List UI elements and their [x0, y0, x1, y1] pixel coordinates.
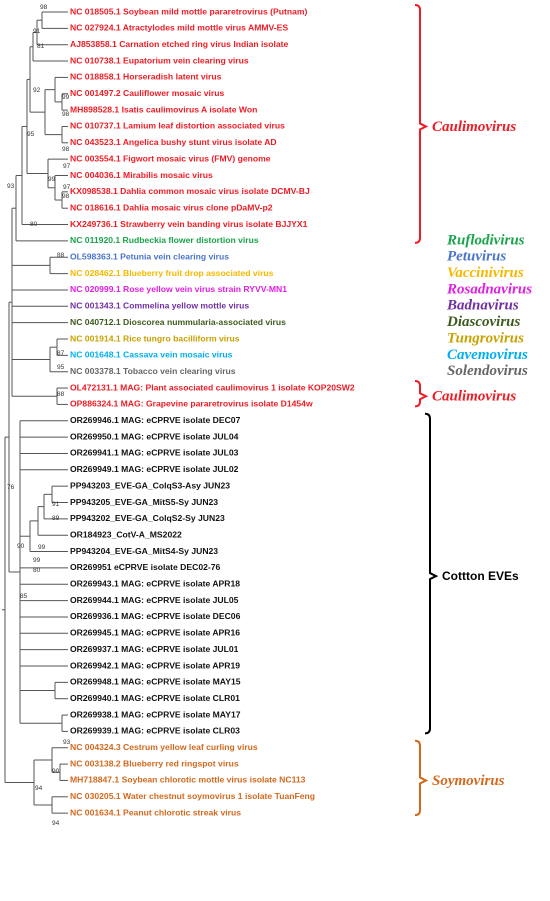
clade-label: Cavemovirus: [447, 347, 528, 363]
leaf-label: OR269936.1 MAG: eCPRVE isolate DEC06: [70, 611, 241, 621]
bootstrap-value: 97: [63, 163, 71, 170]
bootstrap-value: 97: [63, 184, 71, 191]
bootstrap-value: 98: [62, 193, 70, 200]
leaf-label: NC 018505.1 Soybean mild mottle pararetr…: [70, 6, 307, 16]
leaf-label: OP886324.1 MAG: Grapevine pararetrovirus…: [70, 399, 313, 409]
leaf-label: NC 018616.1 Dahlia mosaic virus clone pD…: [70, 202, 273, 212]
bootstrap-value: 90: [17, 543, 25, 550]
bootstrap-value: 95: [57, 364, 65, 371]
clade-label: Soymovirus: [432, 773, 505, 789]
bootstrap-value: 76: [7, 484, 15, 491]
bootstrap-value: 98: [62, 111, 70, 118]
leaf-label: MH898528.1 Isatis caulimovirus A isolate…: [70, 104, 257, 114]
leaf-label: OR269944.1 MAG: eCPRVE isolate JUL05: [70, 595, 239, 605]
bootstrap-value: 95: [27, 131, 35, 138]
leaf-label: NC 010737.1 Lamium leaf distortion assoc…: [70, 121, 285, 131]
leaf-label: NC 030205.1 Water chestnut soymovirus 1 …: [70, 791, 315, 801]
leaf-label: NC 040712.1 Dioscorea nummularia-associa…: [70, 317, 286, 327]
leaf-label: OR269937.1 MAG: eCPRVE isolate JUL01: [70, 644, 239, 654]
bootstrap-value: 81: [37, 43, 45, 50]
clade-label: Cottton EVEs: [442, 569, 519, 583]
bootstrap-value: 94: [35, 785, 43, 792]
leaf-label: NC 010738.1 Eupatorium vein clearing vir…: [70, 55, 249, 65]
bootstrap-value: 87: [57, 350, 65, 357]
clade-label: Ruflodivirus: [446, 232, 525, 248]
bootstrap-value: 92: [33, 87, 41, 94]
clade-label: Vaccinivirus: [447, 265, 524, 281]
bootstrap-value: 93: [7, 183, 15, 190]
leaf-label: NC 001914.1 Rice tungro bacilliform viru…: [70, 333, 240, 343]
leaf-label: OR269938.1 MAG: eCPRVE isolate MAY17: [70, 709, 241, 719]
leaf-label: OL472131.1 MAG: Plant associated caulimo…: [70, 382, 355, 392]
leaf-label: NC 018858.1 Horseradish latent virus: [70, 72, 222, 82]
bootstrap-value: 91: [52, 501, 60, 508]
leaf-label: OL598363.1 Petunia vein clearing virus: [70, 252, 229, 262]
clade-label: Badnavirus: [446, 298, 519, 314]
leaf-label: OR184923_CotV-A_MS2022: [70, 529, 182, 539]
leaf-label: PP943202_EVE-GA_ColqS2-Sy JUN23: [70, 513, 225, 523]
clade-label: Tungrovirus: [447, 330, 524, 346]
bootstrap-value: 99: [48, 176, 56, 183]
leaf-label: NC 001343.1 Commelina yellow mottle viru…: [70, 301, 249, 311]
leaf-label: MH718847.1 Soybean chlorotic mottle viru…: [70, 775, 306, 785]
leaf-label: OR269951 eCPRVE isolate DEC02-76: [70, 562, 221, 572]
leaf-label: NC 043523.1 Angelica bushy stunt virus i…: [70, 137, 277, 147]
leaf-label: NC 003378.1 Tobacco vein clearing virus: [70, 366, 236, 376]
leaf-label: OR269940.1 MAG: eCPRVE isolate CLR01: [70, 693, 240, 703]
clade-label: Petuvirus: [447, 249, 506, 265]
bootstrap-value: 90: [52, 768, 60, 775]
leaf-label: OR269948.1 MAG: eCPRVE isolate MAY15: [70, 677, 241, 687]
leaf-label: OR269946.1 MAG: eCPRVE isolate DEC07: [70, 415, 241, 425]
leaf-label: NC 001634.1 Peanut chlorotic streak viru…: [70, 807, 241, 817]
clade-bracket: [424, 412, 439, 735]
leaf-label: NC 027924.1 Atractylodes mild mottle vir…: [70, 23, 288, 33]
leaf-label: OR269945.1 MAG: eCPRVE isolate APR16: [70, 628, 240, 638]
leaf-label: OR269939.1 MAG: eCPRVE isolate CLR03: [70, 726, 240, 736]
leaf-label: PP943205_EVE-GA_MitS5-Sy JUN23: [70, 497, 218, 507]
clade-bracket: [414, 4, 429, 244]
leaf-label: NC 004324.3 Cestrum yellow leaf curling …: [70, 742, 258, 752]
leaf-label: PP943203_EVE-GA_ColqS3-Asy JUN23: [70, 480, 230, 490]
leaf-label: NC 003554.1 Figwort mosaic virus (FMV) g…: [70, 153, 271, 163]
leaf-label: OR269943.1 MAG: eCPRVE isolate APR18: [70, 579, 240, 589]
bootstrap-value: 99: [62, 94, 70, 101]
leaf-label: AJ853858.1 Carnation etched ring virus I…: [70, 39, 288, 49]
bootstrap-value: 80: [33, 567, 41, 574]
leaf-label: PP943204_EVE-GA_MitS4-Sy JUN23: [70, 546, 218, 556]
bootstrap-value: 88: [57, 391, 65, 398]
clade-label: Caulimovirus: [432, 389, 516, 405]
clade-label: Rosadnavirus: [446, 281, 532, 297]
bootstrap-value: 89: [52, 515, 60, 522]
clade-bracket: [414, 739, 429, 817]
bootstrap-value: 94: [52, 820, 60, 827]
leaf-label: OR269949.1 MAG: eCPRVE isolate JUL02: [70, 464, 239, 474]
bootstrap-value: 99: [38, 544, 46, 551]
leaf-label: NC 001497.2 Cauliflower mosaic virus: [70, 88, 225, 98]
leaf-label: KX249736.1 Strawberry vein banding virus…: [70, 219, 308, 229]
leaf-label: OR269942.1 MAG: eCPRVE isolate APR19: [70, 660, 240, 670]
bootstrap-value: 88: [57, 252, 65, 259]
clade-label: Caulimovirus: [432, 119, 516, 135]
clade-bracket: [414, 380, 429, 408]
bootstrap-value: 91: [33, 28, 41, 35]
bootstrap-value: 85: [20, 593, 28, 600]
bootstrap-value: 80: [30, 221, 38, 228]
leaf-label: NC 020999.1 Rose yellow vein virus strai…: [70, 284, 287, 294]
leaf-label: NC 011920.1 Rudbeckia flower distortion …: [70, 235, 259, 245]
bootstrap-value: 99: [33, 557, 41, 564]
leaf-label: NC 001648.1 Cassava vein mosaic virus: [70, 350, 233, 360]
leaf-label: NC 003138.2 Blueberry red ringspot virus: [70, 758, 239, 768]
clade-label: Solendovirus: [447, 363, 528, 379]
bootstrap-value: 98: [40, 4, 48, 11]
leaf-label: OR269941.1 MAG: eCPRVE isolate JUL03: [70, 448, 239, 458]
clade-label: Diascovirus: [446, 314, 521, 330]
bootstrap-value: 98: [62, 146, 70, 153]
leaf-label: NC 004036.1 Mirabilis mosaic virus: [70, 170, 213, 180]
bootstrap-value: 93: [63, 739, 71, 746]
leaf-label: KX098538.1 Dahlia common mosaic virus is…: [70, 186, 310, 196]
leaf-label: NC 028462.1 Blueberry fruit drop associa…: [70, 268, 274, 278]
leaf-label: OR269950.1 MAG: eCPRVE isolate JUL04: [70, 431, 239, 441]
